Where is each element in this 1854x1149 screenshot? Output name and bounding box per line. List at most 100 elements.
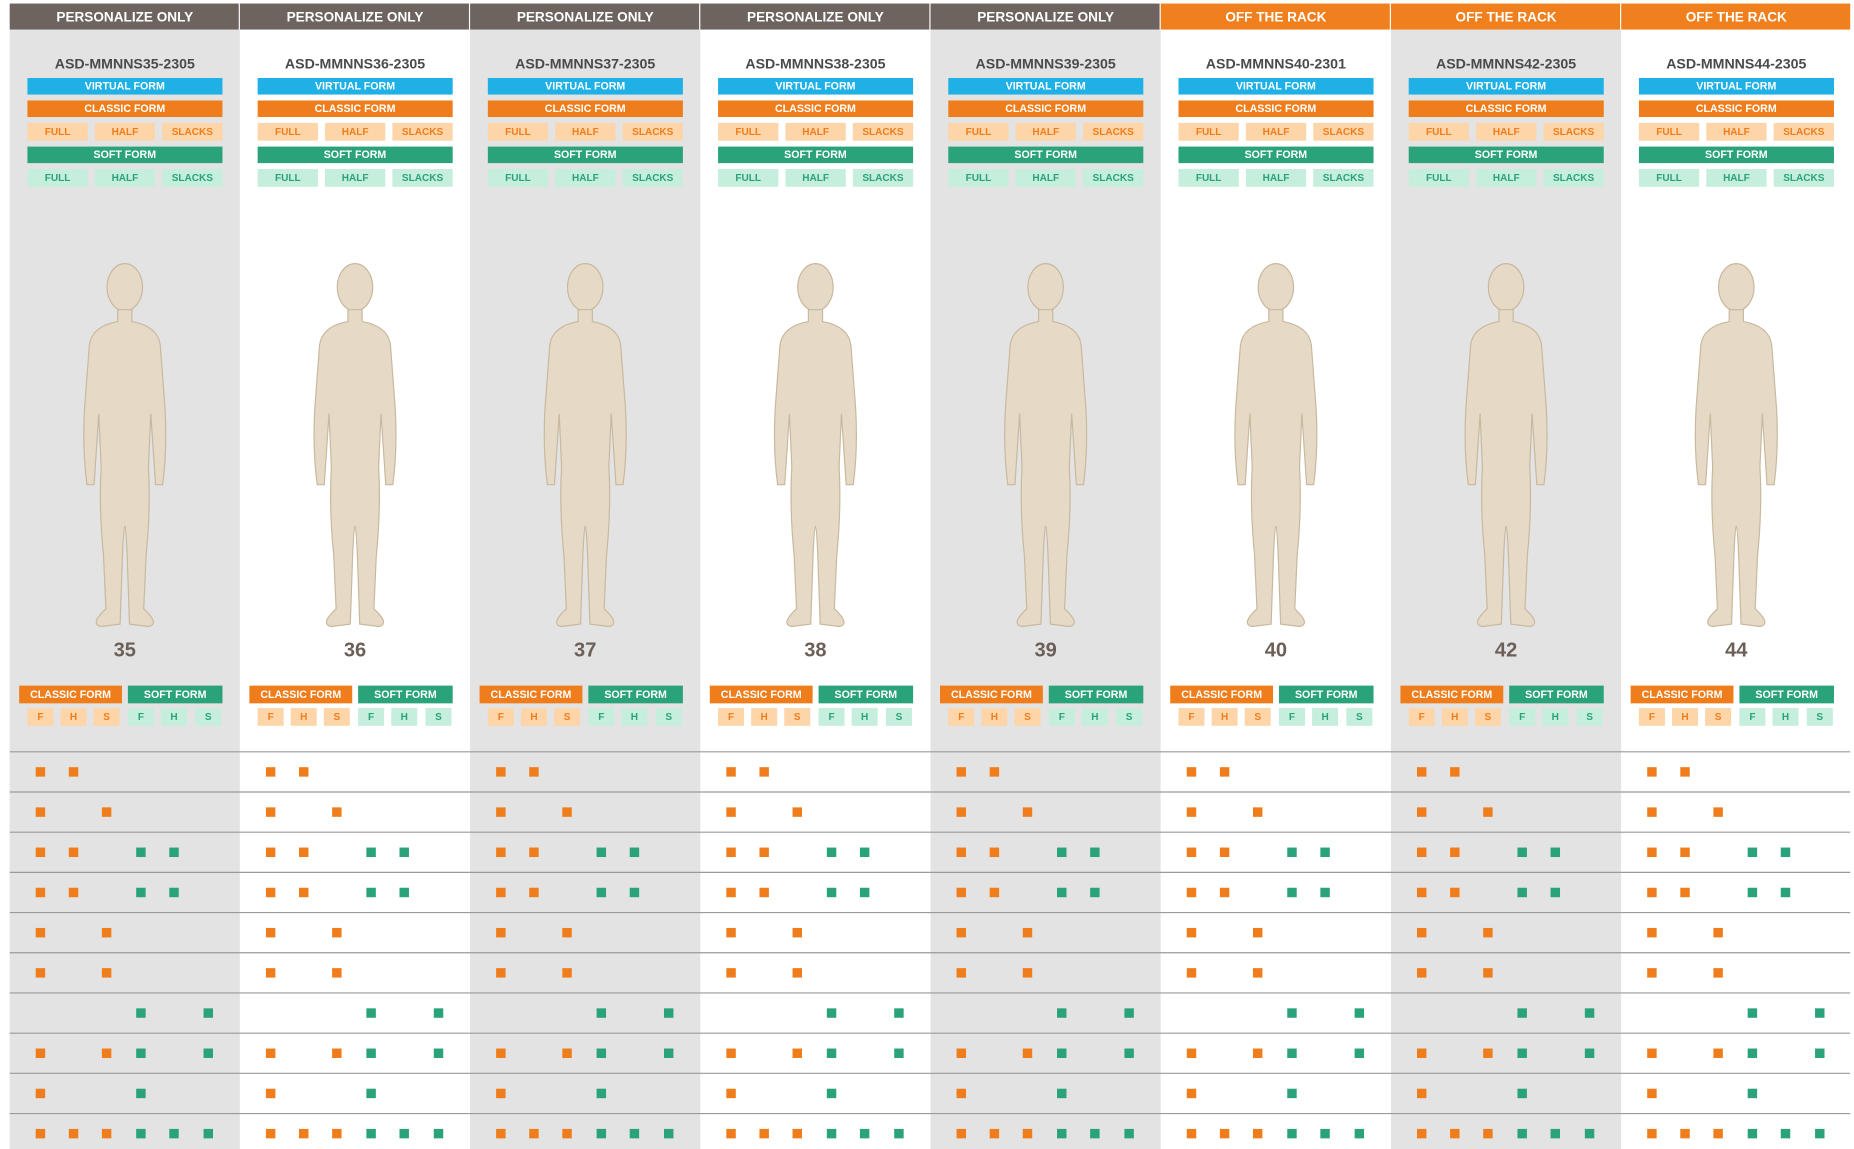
virtual-form-button[interactable] (1408, 78, 1604, 95)
soft-option[interactable] (487, 169, 549, 187)
availability-dot (1483, 927, 1493, 938)
classic-option[interactable] (1408, 122, 1469, 141)
classic-form-tag (479, 685, 583, 704)
classic-form-button[interactable] (487, 100, 683, 118)
classic-option-label: SLACKS (862, 127, 904, 138)
classic-option[interactable] (1773, 122, 1834, 141)
classic-form-tag-label: CLASSIC FORM (30, 689, 111, 701)
virtual-form-button[interactable] (487, 78, 683, 95)
soft-form-button[interactable] (27, 146, 223, 164)
soft-option[interactable] (1773, 169, 1834, 187)
soft-option[interactable] (1476, 169, 1537, 187)
soft-option[interactable] (257, 169, 318, 187)
soft-option[interactable] (948, 169, 1009, 187)
virtual-form-button[interactable] (257, 78, 453, 95)
virtual-form-button[interactable] (948, 78, 1144, 95)
sku: ASD-MMNNS40-2301 (1206, 57, 1346, 73)
soft-option[interactable] (1313, 169, 1374, 187)
classic-form-button[interactable] (1638, 100, 1834, 118)
classic-option-label: SLACKS (1553, 127, 1595, 138)
column-bg (470, 29, 701, 1149)
virtual-form-button-label: VIRTUAL FORM (1006, 81, 1086, 93)
soft-option[interactable] (1706, 169, 1767, 187)
classic-option[interactable] (1178, 122, 1239, 141)
classic-option[interactable] (27, 122, 88, 141)
soft-option[interactable] (1408, 169, 1469, 187)
soft-form-button[interactable] (1638, 146, 1834, 164)
classic-option[interactable] (622, 122, 683, 141)
availability-dot (366, 1128, 376, 1139)
letter-box (1441, 708, 1468, 726)
virtual-form-button[interactable] (718, 78, 914, 95)
classic-option[interactable] (1015, 122, 1076, 141)
classic-option[interactable] (325, 122, 386, 141)
soft-form-button[interactable] (948, 146, 1144, 164)
soft-option[interactable] (27, 169, 88, 187)
classic-option[interactable] (555, 122, 616, 141)
availability-dot (1647, 1048, 1657, 1058)
soft-option[interactable] (1245, 169, 1307, 187)
classic-option[interactable] (392, 122, 453, 141)
classic-form-button[interactable] (27, 100, 223, 118)
availability-dot (136, 887, 146, 898)
virtual-form-button[interactable] (1178, 78, 1374, 95)
classic-option[interactable] (1245, 122, 1307, 141)
availability-dot (35, 767, 46, 777)
classic-form-button[interactable] (1408, 100, 1604, 118)
soft-option[interactable] (852, 169, 914, 187)
letter-label: F (598, 712, 604, 723)
classic-option[interactable] (1083, 122, 1144, 141)
availability-dot (726, 927, 736, 938)
soft-option[interactable] (1178, 169, 1239, 187)
soft-form-button[interactable] (487, 146, 683, 164)
soft-option[interactable] (1638, 169, 1700, 187)
classic-form-button[interactable] (1178, 100, 1374, 118)
availability-dot (1287, 847, 1297, 858)
availability-dot (1550, 887, 1561, 898)
classic-option[interactable] (718, 122, 779, 141)
availability-dot (1252, 807, 1263, 817)
classic-option[interactable] (852, 122, 914, 141)
availability-dot (265, 968, 276, 978)
classic-option[interactable] (785, 122, 846, 141)
classic-option[interactable] (1706, 122, 1767, 141)
classic-form-button[interactable] (718, 100, 914, 118)
soft-option-label: SLACKS (172, 173, 214, 184)
soft-option[interactable] (325, 169, 386, 187)
classic-option[interactable] (1476, 122, 1537, 141)
classic-option[interactable] (1638, 122, 1700, 141)
letter-label: S (564, 712, 571, 723)
soft-option[interactable] (622, 169, 683, 187)
classic-option[interactable] (948, 122, 1009, 141)
soft-option-label: SLACKS (862, 173, 904, 184)
soft-option[interactable] (1083, 169, 1144, 187)
classic-option[interactable] (162, 122, 223, 141)
soft-form-button[interactable] (1178, 146, 1374, 164)
classic-option[interactable] (1543, 122, 1604, 141)
soft-option[interactable] (94, 169, 156, 187)
soft-option[interactable] (718, 169, 779, 187)
soft-form-button[interactable] (718, 146, 914, 164)
soft-form-button[interactable] (257, 146, 453, 164)
classic-option[interactable] (257, 122, 318, 141)
availability-dot (496, 847, 506, 858)
letter-box (588, 708, 615, 726)
soft-option[interactable] (1543, 169, 1604, 187)
classic-form-button[interactable] (948, 100, 1144, 118)
virtual-form-button[interactable] (1638, 78, 1834, 95)
classic-option[interactable] (1313, 122, 1374, 141)
soft-option[interactable] (555, 169, 616, 187)
status-header (1390, 3, 1621, 30)
availability-dot (1022, 927, 1033, 938)
soft-option[interactable] (785, 169, 846, 187)
classic-option[interactable] (487, 122, 549, 141)
letter-box (1672, 708, 1699, 726)
soft-option[interactable] (162, 169, 223, 187)
soft-option[interactable] (1015, 169, 1076, 187)
classic-form-button[interactable] (257, 100, 453, 118)
soft-form-button[interactable] (1408, 146, 1604, 164)
classic-option[interactable] (94, 122, 156, 141)
virtual-form-button[interactable] (27, 78, 223, 95)
soft-option[interactable] (392, 169, 453, 187)
classic-option-label: HALF (1723, 127, 1750, 138)
